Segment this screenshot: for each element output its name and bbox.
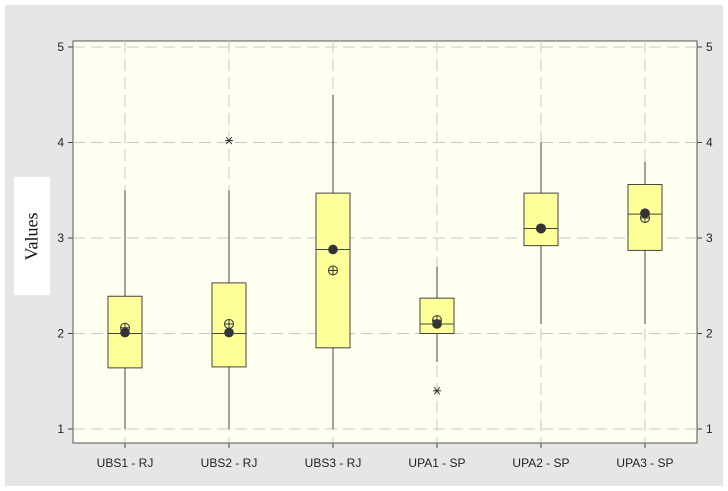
y-tick-label-right: 5 xyxy=(706,40,713,54)
outlier-marker xyxy=(433,386,441,395)
y-tick-label-left: 3 xyxy=(57,231,64,245)
outlier-stroke xyxy=(225,136,233,145)
median-dot xyxy=(536,223,546,234)
y-tick-label-right: 1 xyxy=(706,422,713,436)
outlier-marker xyxy=(225,136,233,145)
x-category-label: UBS3 - RJ xyxy=(305,456,362,470)
box-group xyxy=(627,161,663,324)
x-category-label: UBS1 - RJ xyxy=(97,456,154,470)
y-tick-label-left: 5 xyxy=(57,40,64,54)
median-dot xyxy=(432,319,442,329)
axes: 1 1 2 2 3 3 4 4 5 5 UBS1 - RJ UBS2 - RJ UBS3 - RJ UPA… xyxy=(57,40,713,470)
median-dot xyxy=(120,327,130,338)
median-dot xyxy=(328,244,338,255)
median-dot xyxy=(640,208,650,218)
y-tick-label-left: 2 xyxy=(57,327,64,341)
box-group xyxy=(315,94,351,429)
y-axis-label-wrapper: Values xyxy=(14,177,50,295)
x-category-label: UPA1 - SP xyxy=(408,456,465,470)
plot-area xyxy=(72,40,698,444)
y-tick-label-right: 4 xyxy=(706,136,713,150)
y-axis-label-background xyxy=(14,177,50,295)
outlier-stroke xyxy=(433,386,441,395)
boxes xyxy=(107,94,663,429)
x-category-label: UBS2 - RJ xyxy=(201,456,258,470)
y-tick-label-right: 2 xyxy=(706,327,713,341)
y-tick-label-right: 3 xyxy=(706,231,713,245)
box-group xyxy=(419,266,455,395)
median-dot xyxy=(224,327,234,338)
y-tick-label-left: 4 xyxy=(57,136,64,150)
box-group xyxy=(211,136,247,429)
y-tick-label-left: 1 xyxy=(57,422,64,436)
box-group xyxy=(523,142,559,324)
x-category-label: UPA3 - SP xyxy=(616,456,673,470)
y-axis-label: Values xyxy=(21,212,42,260)
box-group xyxy=(107,190,143,429)
x-category-label: UPA2 - SP xyxy=(512,456,569,470)
iqr-box xyxy=(523,192,559,247)
